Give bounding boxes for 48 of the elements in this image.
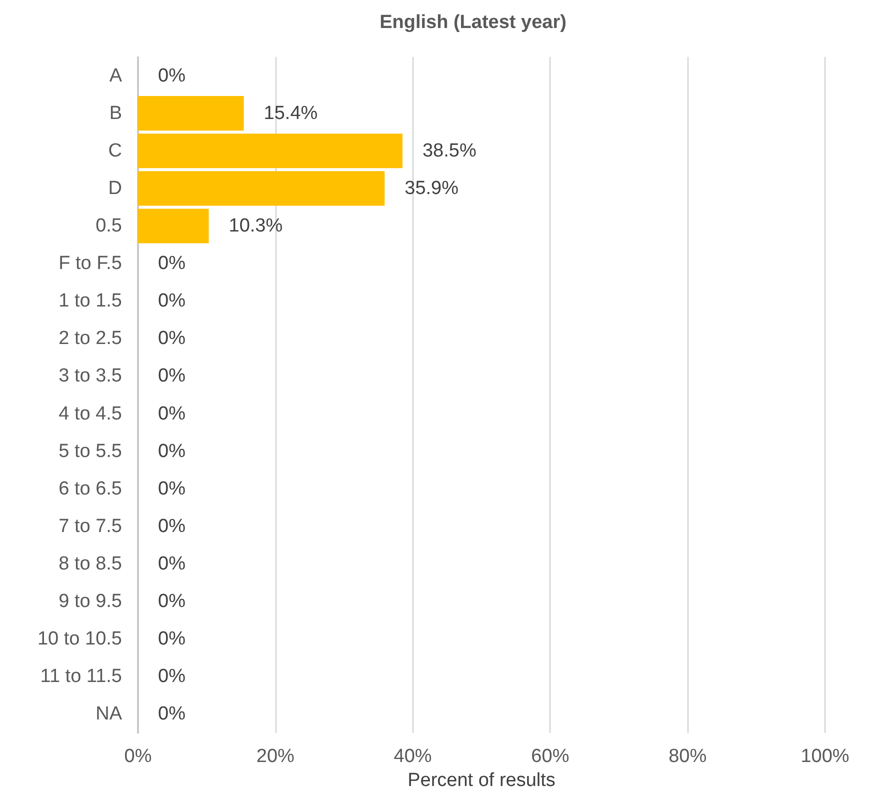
- data-label: 0%: [158, 440, 186, 462]
- x-tick-label: 20%: [256, 746, 295, 767]
- bar: [138, 208, 209, 244]
- data-label: 0%: [158, 366, 186, 387]
- y-tick-label: B: [109, 102, 122, 124]
- data-label: 38.5%: [422, 140, 476, 162]
- x-tick-label: 100%: [800, 746, 850, 767]
- bar: [138, 96, 244, 131]
- y-tick-label: 6 to 6.5: [58, 478, 122, 500]
- x-tick-label: 80%: [668, 746, 707, 767]
- data-label: 0%: [158, 704, 186, 725]
- data-label: 0%: [158, 478, 186, 500]
- data-label: 0%: [158, 516, 186, 537]
- y-tick-label: 8 to 8.5: [58, 554, 122, 574]
- y-tick-label: 2 to 2.5: [58, 328, 122, 350]
- data-label: 0%: [158, 591, 186, 612]
- data-label: 15.4%: [264, 102, 318, 124]
- data-label: 0%: [158, 403, 186, 424]
- y-tick-label: NA: [96, 704, 122, 725]
- x-tick-label: 40%: [394, 746, 432, 767]
- data-label: 0%: [158, 290, 186, 312]
- data-label: 0%: [158, 253, 186, 274]
- chart-title: English (Latest year): [380, 12, 566, 33]
- data-label: 35.9%: [404, 178, 459, 199]
- x-tick-label: 60%: [531, 746, 570, 767]
- x-axis-title: Percent of results: [408, 770, 556, 791]
- y-tick-label: D: [108, 178, 122, 199]
- y-tick-label: 3 to 3.5: [58, 366, 122, 387]
- y-tick-label: 4 to 4.5: [58, 403, 122, 424]
- y-tick-label: 10 to 10.5: [37, 628, 122, 650]
- data-label: 10.3%: [228, 216, 283, 236]
- data-label: 0%: [158, 628, 186, 650]
- bar: [138, 134, 402, 168]
- bar: [138, 171, 385, 206]
- data-label: 0%: [158, 328, 186, 350]
- y-tick-label: 7 to 7.5: [58, 516, 122, 537]
- x-tick-label: 0%: [124, 746, 152, 767]
- y-tick-label: 11 to 11.5: [40, 666, 122, 688]
- y-tick-label: 9 to 9.5: [58, 591, 122, 612]
- y-tick-label: F to F.5: [58, 253, 122, 274]
- data-label: 0%: [158, 666, 186, 688]
- data-label: 0%: [158, 65, 186, 86]
- y-tick-label: 0.5: [96, 216, 122, 236]
- y-tick-label: A: [109, 65, 122, 86]
- y-tick-label: 1 to 1.5: [58, 290, 122, 312]
- data-label: 0%: [158, 554, 186, 574]
- y-tick-label: C: [108, 140, 122, 162]
- y-tick-label: 5 to 5.5: [58, 440, 122, 462]
